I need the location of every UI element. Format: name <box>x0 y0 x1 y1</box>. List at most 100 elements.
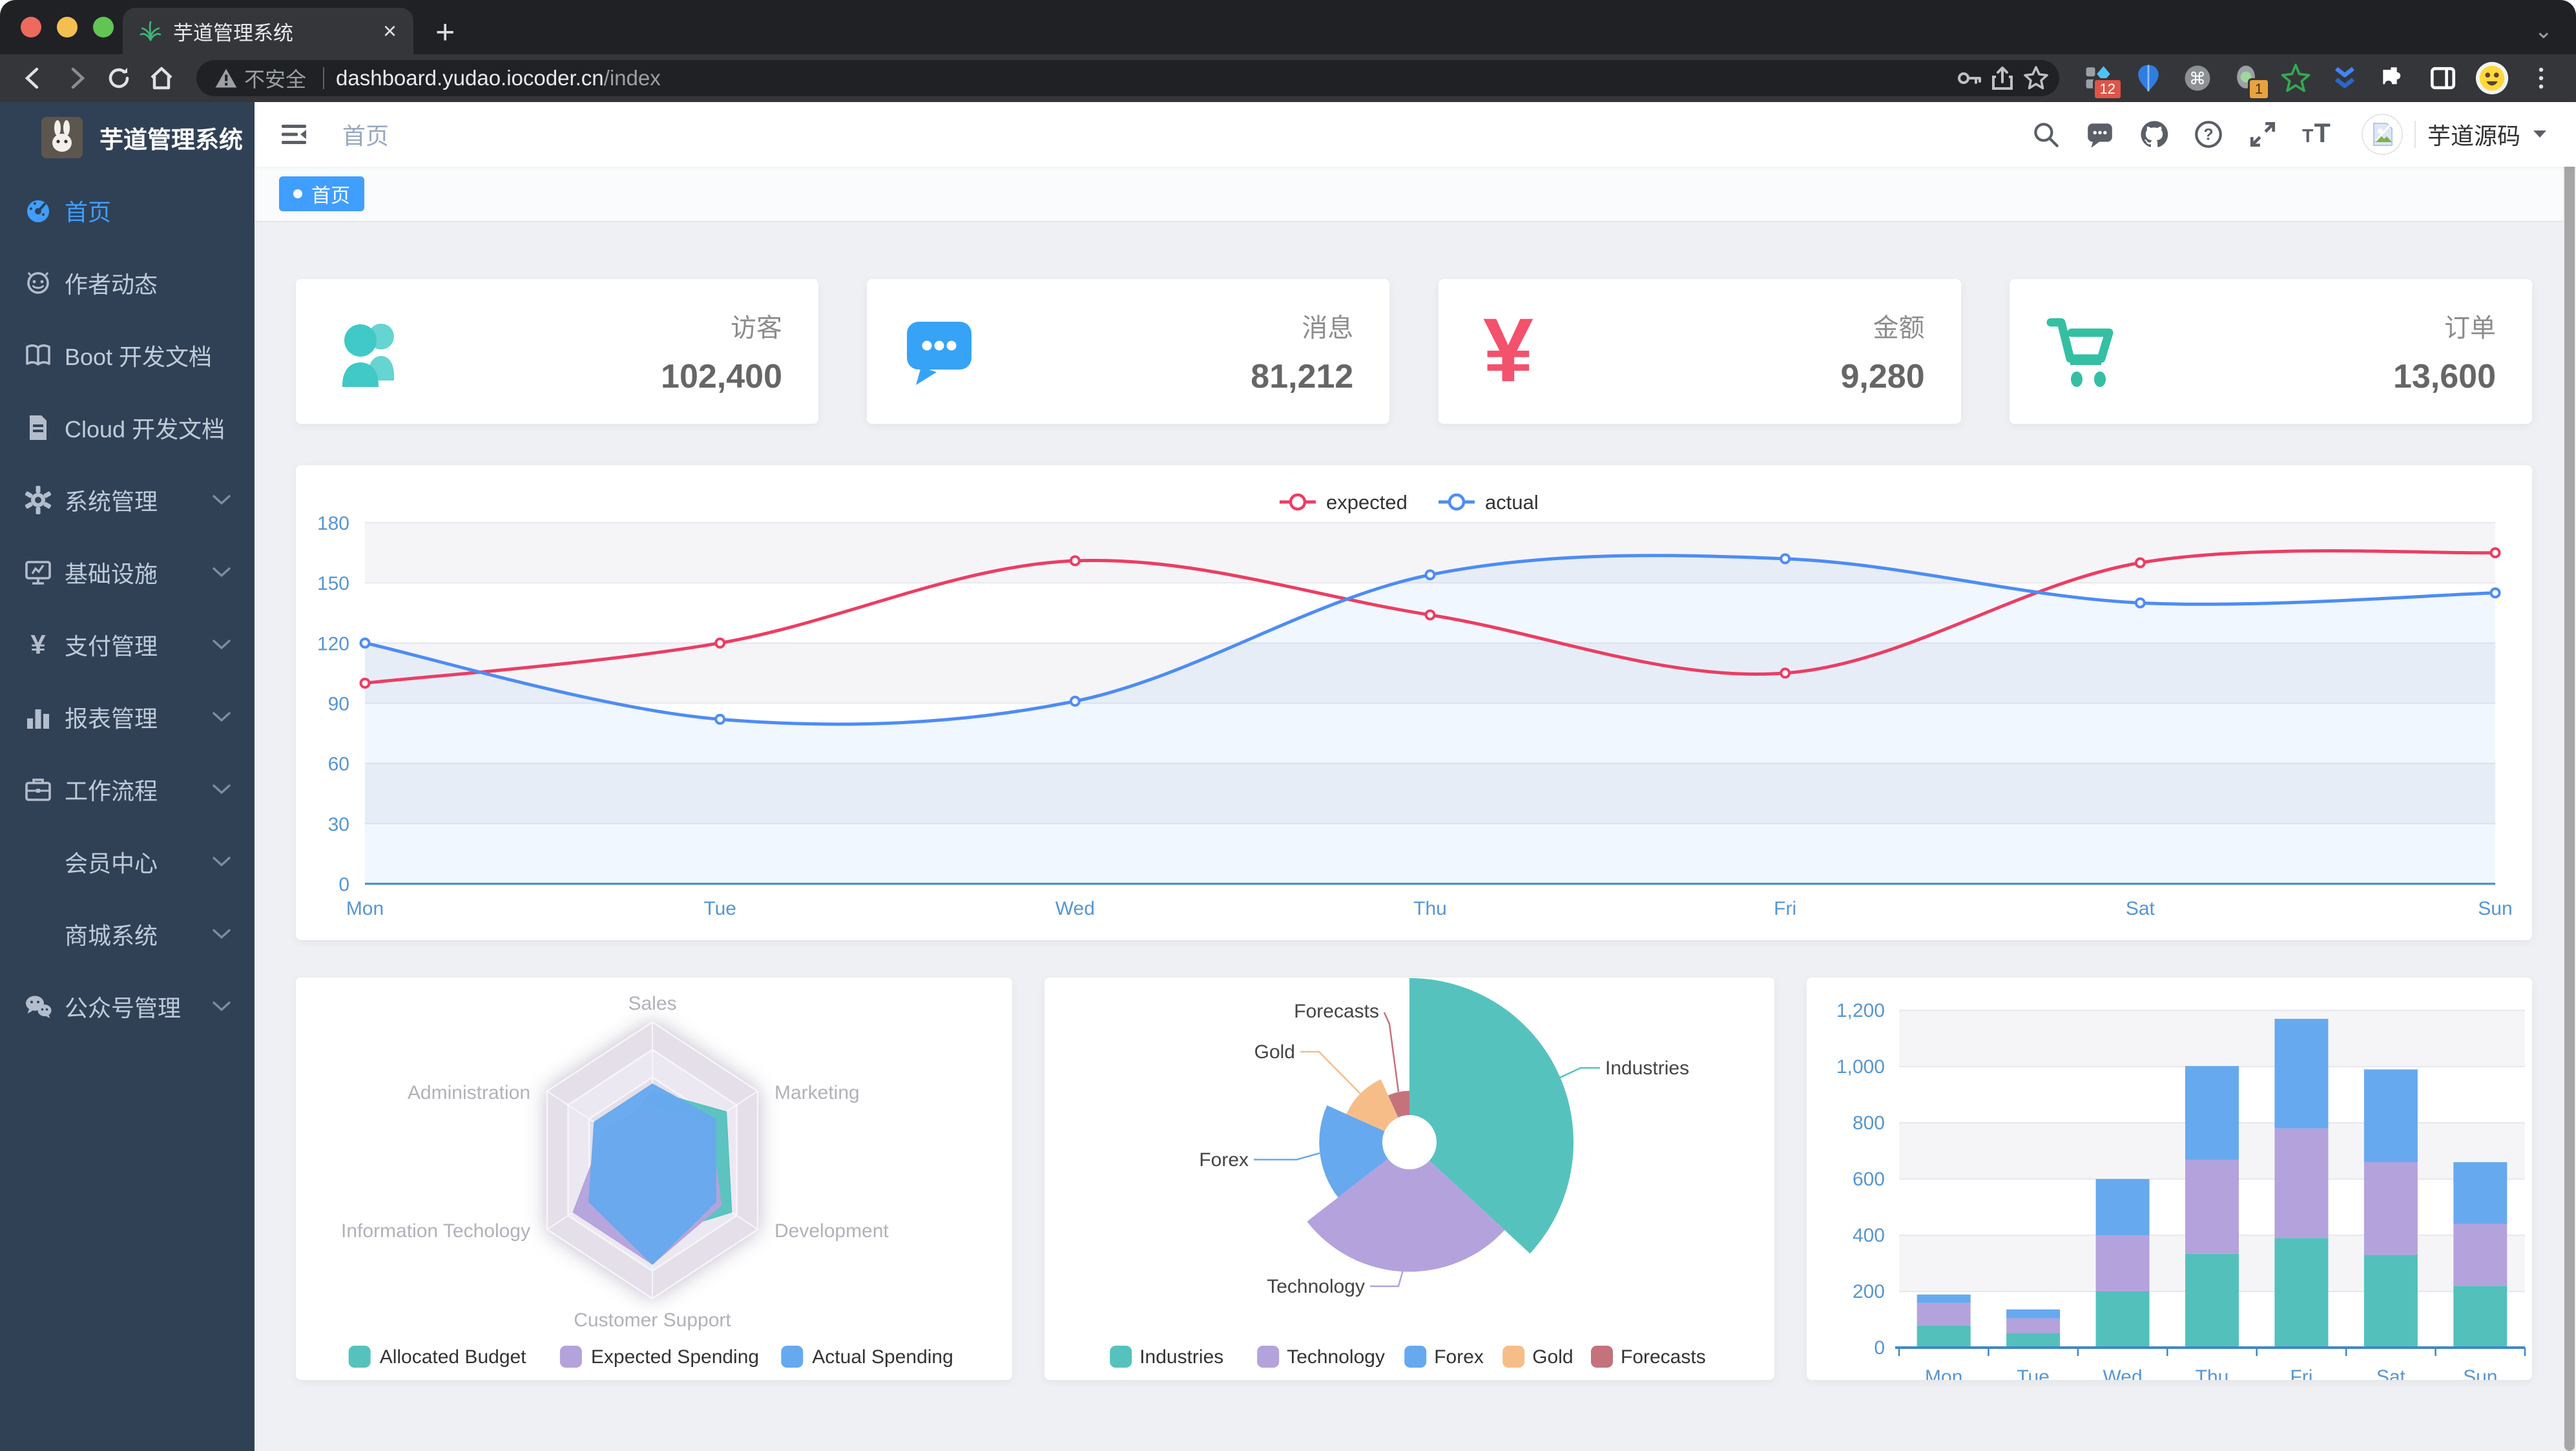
bookmark-star-icon[interactable] <box>2019 61 2053 95</box>
extension-command-icon[interactable]: ⌘ <box>2179 60 2216 96</box>
bar-segment[interactable] <box>2453 1162 2508 1224</box>
sidebar-item-1[interactable]: 首页 <box>0 174 254 247</box>
sidebar-item-9[interactable]: 工作流程 <box>0 753 254 826</box>
bar-segment[interactable] <box>2274 1238 2329 1348</box>
pie-slice-Technology[interactable] <box>1307 1142 1505 1272</box>
bar-segment[interactable] <box>1916 1302 1971 1326</box>
legend-item-Industries[interactable]: Industries <box>1110 1346 1223 1368</box>
bar-segment[interactable] <box>2095 1291 2150 1348</box>
browser-menu-dots-icon[interactable] <box>2523 60 2559 96</box>
scrollbar-thumb[interactable] <box>2564 102 2575 1451</box>
page-scrollbar[interactable] <box>2563 102 2576 1451</box>
extension-chevrons-icon[interactable] <box>2327 60 2363 96</box>
bar-segment[interactable] <box>2006 1309 2061 1319</box>
github-icon[interactable] <box>2138 118 2170 151</box>
extension-balloon-icon[interactable] <box>2130 60 2166 96</box>
bar-segment[interactable] <box>2006 1318 2061 1333</box>
legend-item-expected[interactable]: expected <box>1280 491 1407 514</box>
browser-tab[interactable]: 芋道管理系统 × <box>123 8 413 54</box>
security-label[interactable]: 不安全 <box>244 68 307 91</box>
svg-text:Technology: Technology <box>1267 1276 1365 1297</box>
bar-segment[interactable] <box>2453 1286 2508 1348</box>
bar-segment[interactable] <box>2095 1179 2150 1235</box>
extension-camera-icon[interactable]: 1 <box>2228 60 2270 100</box>
share-icon[interactable] <box>1986 61 2019 95</box>
user-menu[interactable]: 芋道源码 <box>2361 114 2548 155</box>
extensions-puzzle-icon[interactable] <box>2376 60 2412 96</box>
sidebar-item-5[interactable]: 系统管理 <box>0 464 254 536</box>
bar-segment[interactable] <box>2274 1128 2329 1238</box>
address-bar[interactable]: 不安全 dashboard.yudao.iocoder.cn/index <box>196 60 2059 96</box>
reload-icon[interactable] <box>102 61 136 95</box>
close-window-button[interactable] <box>21 17 41 37</box>
sidebar-item-7[interactable]: ¥ 支付管理 <box>0 609 254 681</box>
legend-item-Allocated Budget[interactable]: Allocated Budget <box>348 1346 526 1368</box>
forward-icon[interactable] <box>59 61 93 95</box>
back-icon[interactable] <box>17 61 50 95</box>
message-icon[interactable] <box>2084 118 2116 151</box>
sidebar-item-6[interactable]: 基础设施 <box>0 536 254 609</box>
password-key-icon[interactable] <box>1952 61 1986 95</box>
sidebar-item-10[interactable]: 会员中心 <box>0 826 254 898</box>
bar-segment[interactable] <box>2185 1160 2239 1254</box>
legend-item-Forecasts[interactable]: Forecasts <box>1591 1346 1706 1368</box>
home-icon[interactable] <box>145 61 178 95</box>
sidebar-item-11[interactable]: 商城系统 <box>0 898 254 970</box>
legend-item-Actual Spending[interactable]: Actual Spending <box>781 1346 953 1368</box>
breadcrumb[interactable]: 首页 <box>342 123 390 149</box>
legend-item-Forex[interactable]: Forex <box>1404 1346 1484 1368</box>
bar-segment[interactable] <box>1916 1325 1971 1348</box>
stat-card-3[interactable]: ¥ 金额 9,280 <box>1438 279 1961 424</box>
side-panel-icon[interactable] <box>2425 60 2461 96</box>
legend-item-Gold[interactable]: Gold <box>1502 1346 1574 1368</box>
search-icon[interactable] <box>2030 118 2062 151</box>
bar-segment[interactable] <box>2363 1069 2418 1162</box>
pie-chart[interactable]: Industries Technology Forex Gold Forecasts In… <box>1044 977 1774 1380</box>
bar-segment[interactable] <box>2274 1019 2329 1129</box>
tab-search-icon[interactable]: ⌄ <box>2534 19 2553 43</box>
sidebar-item-12[interactable]: 公众号管理 <box>0 970 254 1043</box>
svg-text:Technology: Technology <box>1287 1346 1385 1368</box>
minimize-window-button[interactable] <box>57 17 78 37</box>
stat-card-1[interactable]: 访客 102,400 <box>296 279 818 424</box>
bar-segment[interactable] <box>2006 1333 2061 1348</box>
tab-close-icon[interactable]: × <box>382 17 397 44</box>
line-chart[interactable]: 0 30 60 90 120 150 180 Mon Tue Wed Thu Fri Sat Sun exp… <box>296 465 2532 940</box>
sidebar-item-8[interactable]: 报表管理 <box>0 681 254 753</box>
profile-avatar-emoji[interactable] <box>2474 60 2510 96</box>
hamburger-collapse-icon[interactable] <box>278 118 310 151</box>
stat-card-4[interactable]: 订单 13,600 <box>2009 279 2532 424</box>
legend-item-Expected Spending[interactable]: Expected Spending <box>559 1346 759 1368</box>
sidebar-item-3[interactable]: Boot 开发文档 <box>0 319 254 391</box>
bar-chart[interactable]: 0 200 400 600 800 1,000 1,200 Mon Tue Wed Thu Fri Sa… <box>1807 977 2532 1380</box>
bar-segment[interactable] <box>2453 1224 2508 1286</box>
help-icon[interactable]: ? <box>2192 118 2225 151</box>
bar-segment[interactable] <box>1916 1294 1971 1303</box>
fullscreen-icon[interactable] <box>2247 118 2279 151</box>
zoom-window-button[interactable] <box>93 17 114 37</box>
svg-text:Marketing: Marketing <box>774 1082 860 1103</box>
pie-slice-Industries[interactable] <box>1409 978 1574 1254</box>
bar-segment[interactable] <box>2185 1066 2239 1160</box>
url-text[interactable]: dashboard.yudao.iocoder.cn/index <box>336 66 1952 90</box>
extension-grid-icon[interactable]: 12 <box>2081 60 2123 100</box>
pie-slice-Forex[interactable] <box>1319 1105 1409 1198</box>
bar-segment[interactable] <box>2095 1235 2150 1291</box>
bar-segment[interactable] <box>2185 1253 2239 1348</box>
bar-segment[interactable] <box>2363 1162 2418 1255</box>
tag-home[interactable]: 首页 <box>279 176 364 211</box>
radar-chart[interactable]: Sales Marketing Development Customer Suppor… <box>296 977 1012 1380</box>
sidebar-logo[interactable]: 芋道管理系统 <box>0 102 254 173</box>
legend-item-actual[interactable]: actual <box>1439 491 1539 514</box>
bar-segment[interactable] <box>2363 1255 2418 1348</box>
window-controls[interactable] <box>21 17 114 37</box>
app-title: 芋道管理系统 <box>99 127 243 153</box>
new-tab-button[interactable]: + <box>435 14 455 52</box>
sidebar-item-2[interactable]: 作者动态 <box>0 247 254 319</box>
sidebar-item-4[interactable]: Cloud 开发文档 <box>0 391 254 464</box>
stat-card-2[interactable]: 消息 81,212 <box>867 279 1390 424</box>
legend-item-Technology[interactable]: Technology <box>1257 1346 1385 1368</box>
extension-star-icon[interactable] <box>2278 60 2314 96</box>
svg-text:Sun: Sun <box>2478 898 2512 919</box>
